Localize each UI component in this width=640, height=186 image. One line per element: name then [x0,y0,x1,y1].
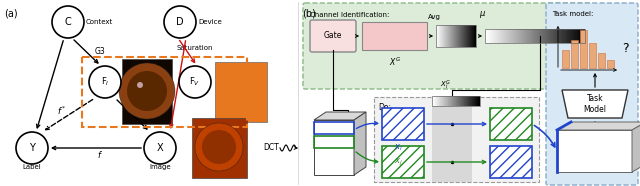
Circle shape [119,63,175,119]
Text: Label: Label [22,164,42,170]
Polygon shape [562,90,628,118]
Bar [490,146,532,178]
Text: $f^*$: $f^*$ [57,105,67,117]
Text: $x_j$: $x_j$ [394,156,403,168]
Text: Gate: Gate [324,31,342,41]
Bar [82,57,247,127]
Bar [490,108,532,140]
Text: Task
Model: Task Model [584,94,607,114]
Bar [571,40,578,68]
Text: $x_i$: $x_i$ [394,143,403,153]
Polygon shape [354,112,366,175]
Text: Do:: Do: [378,103,391,112]
Text: Context: Context [86,19,113,25]
Bar [122,59,172,124]
Circle shape [144,132,176,164]
Bar [314,120,354,175]
Polygon shape [314,112,366,120]
Bar [314,122,354,134]
Text: X: X [157,143,163,153]
Text: D: D [176,17,184,27]
Circle shape [127,71,167,111]
Bar [580,30,587,68]
Bar [607,60,614,68]
Bar [557,130,632,172]
Text: $f$: $f$ [97,149,103,160]
Bar [374,97,539,182]
Bar [485,29,585,43]
Text: Saturation: Saturation [177,45,213,51]
Bar [589,43,596,68]
Text: Device: Device [198,19,221,25]
Bar [215,62,267,122]
FancyBboxPatch shape [310,20,356,52]
Circle shape [137,82,143,88]
Polygon shape [557,122,640,130]
Bar [382,108,424,140]
Circle shape [89,66,121,98]
Text: Y: Y [29,143,35,153]
Bar [382,146,424,178]
Bar [598,53,605,68]
Text: Avg: Avg [428,14,440,20]
Text: $X^{DCT}$: $X^{DCT}$ [324,185,344,186]
Text: ?: ? [621,41,628,54]
Text: F$_V$: F$_V$ [189,76,200,88]
Text: (a): (a) [4,8,18,18]
Bar [314,136,354,148]
Text: $X^G$: $X^G$ [389,56,401,68]
Text: Image: Image [149,164,171,170]
Text: Channel Identification:: Channel Identification: [310,12,389,18]
Bar [192,118,247,178]
Text: (b): (b) [302,8,316,18]
Text: G3: G3 [95,47,106,57]
Bar [432,96,480,106]
Text: $X_i^G$: $X_i^G$ [440,79,451,92]
Text: DCT: DCT [263,144,279,153]
Circle shape [202,130,236,164]
Polygon shape [632,122,640,172]
Bar [562,50,569,68]
Bar [362,22,427,50]
Circle shape [52,6,84,38]
FancyBboxPatch shape [546,3,638,185]
Circle shape [195,123,243,171]
Bar [432,97,472,182]
Bar [436,25,476,47]
Text: F$_I$: F$_I$ [100,76,109,88]
Text: C: C [65,17,72,27]
Text: $\mu$: $\mu$ [479,9,486,20]
Circle shape [179,66,211,98]
Circle shape [16,132,48,164]
Circle shape [164,6,196,38]
Text: Task model:: Task model: [552,11,593,17]
FancyBboxPatch shape [303,3,592,89]
